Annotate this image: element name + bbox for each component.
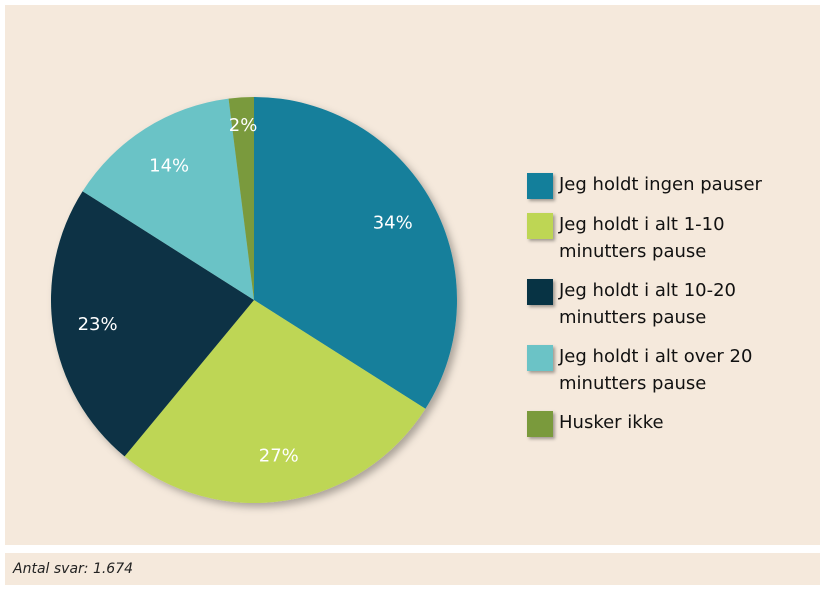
- legend-item: Jeg holdt i alt over 20 minutters pause: [527, 343, 817, 397]
- legend-swatch: [527, 279, 553, 305]
- pie-slice: [254, 97, 457, 409]
- data-label: 34%: [373, 213, 413, 234]
- legend-item: Jeg holdt ingen pauser: [527, 171, 817, 199]
- chart-panel: 34% 27% 23% 14% 2% Jeg holdt ingen pauser Jeg…: [5, 5, 820, 545]
- legend-swatch: [527, 213, 553, 239]
- legend-label: Husker ikke: [559, 412, 664, 433]
- pie-slice: [51, 191, 254, 457]
- legend-swatch: [527, 345, 553, 371]
- legend-label: Jeg holdt i alt 10-20 minutters pause: [559, 280, 736, 328]
- legend-swatch: [527, 411, 553, 437]
- pie: [51, 97, 457, 503]
- data-label: 23%: [78, 314, 118, 335]
- pie-slice: [228, 97, 254, 300]
- legend-item: Jeg holdt i alt 10-20 minutters pause: [527, 277, 817, 331]
- data-label: 27%: [259, 445, 299, 466]
- note: Antal svar: 1.674: [13, 561, 134, 577]
- legend-label: Jeg holdt ingen pauser: [559, 174, 762, 195]
- chart: 34% 27% 23% 14% 2%: [51, 97, 457, 503]
- legend-item: Husker ikke: [527, 409, 817, 437]
- data-label: 2%: [229, 115, 258, 136]
- legend-label: Jeg holdt i alt over 20 minutters pause: [559, 346, 753, 394]
- data-label: 14%: [149, 155, 189, 176]
- legend-label: Jeg holdt i alt 1-10 minutters pause: [559, 214, 725, 262]
- pie-slice: [82, 98, 254, 301]
- legend: Jeg holdt ingen pauser Jeg holdt i alt 1-…: [527, 171, 817, 449]
- legend-item: Jeg holdt i alt 1-10 minutters pause: [527, 211, 817, 265]
- footer: Antal svar: 1.674: [5, 553, 820, 585]
- legend-swatch: [527, 173, 553, 199]
- pie-slice: [124, 300, 426, 503]
